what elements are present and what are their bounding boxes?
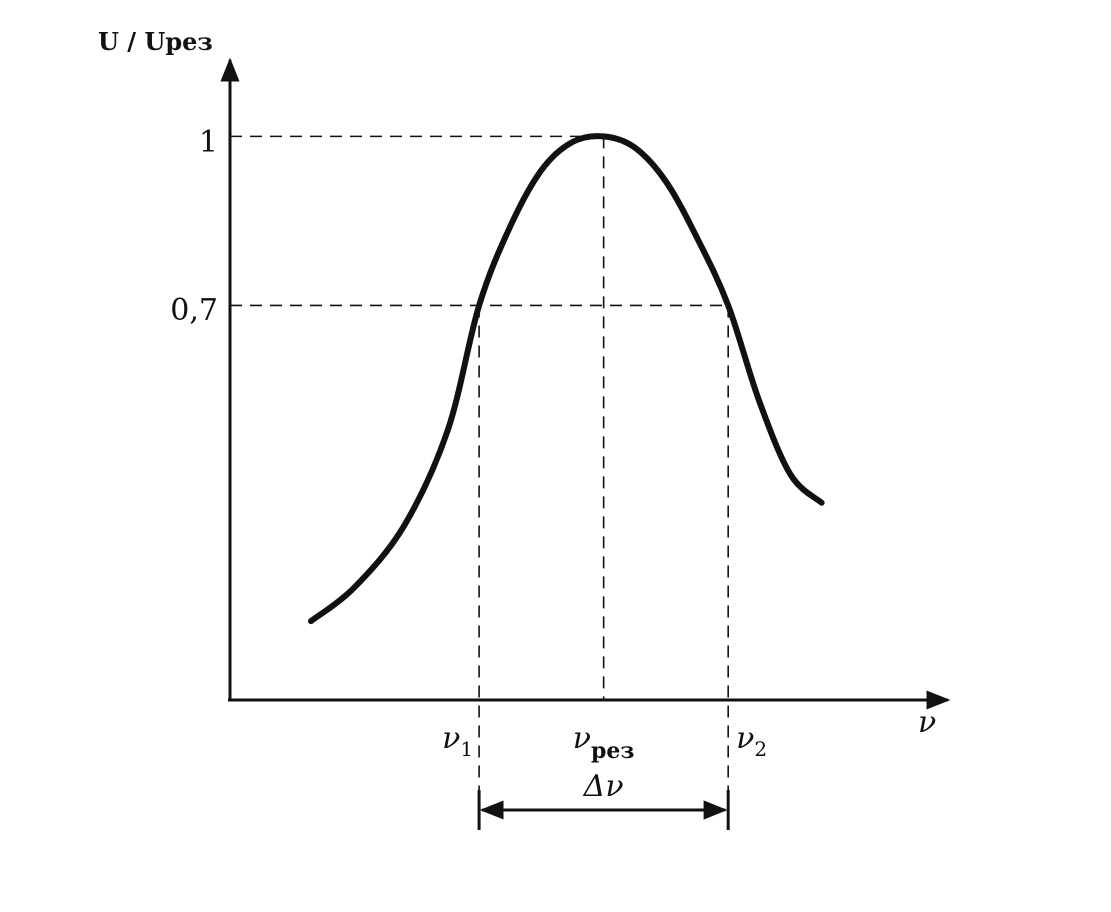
series-resonance-curve — [308, 133, 825, 625]
bandwidth-indicator: Δν — [477, 769, 730, 830]
y-axis-label: U / Uрез — [98, 27, 213, 56]
y-tick-label-1: 1 — [199, 125, 218, 160]
x-tick-label-nu2: ν2 — [736, 721, 767, 761]
x-axis-label: ν — [918, 705, 936, 740]
guide-lines — [230, 135, 729, 828]
bandwidth-label: Δν — [583, 769, 624, 804]
x-tick-label-nu1: ν1 — [442, 721, 473, 761]
x-tick-label-nu-res: νрез — [573, 721, 635, 764]
y-tick-label-0-7: 0,7 — [170, 293, 218, 328]
